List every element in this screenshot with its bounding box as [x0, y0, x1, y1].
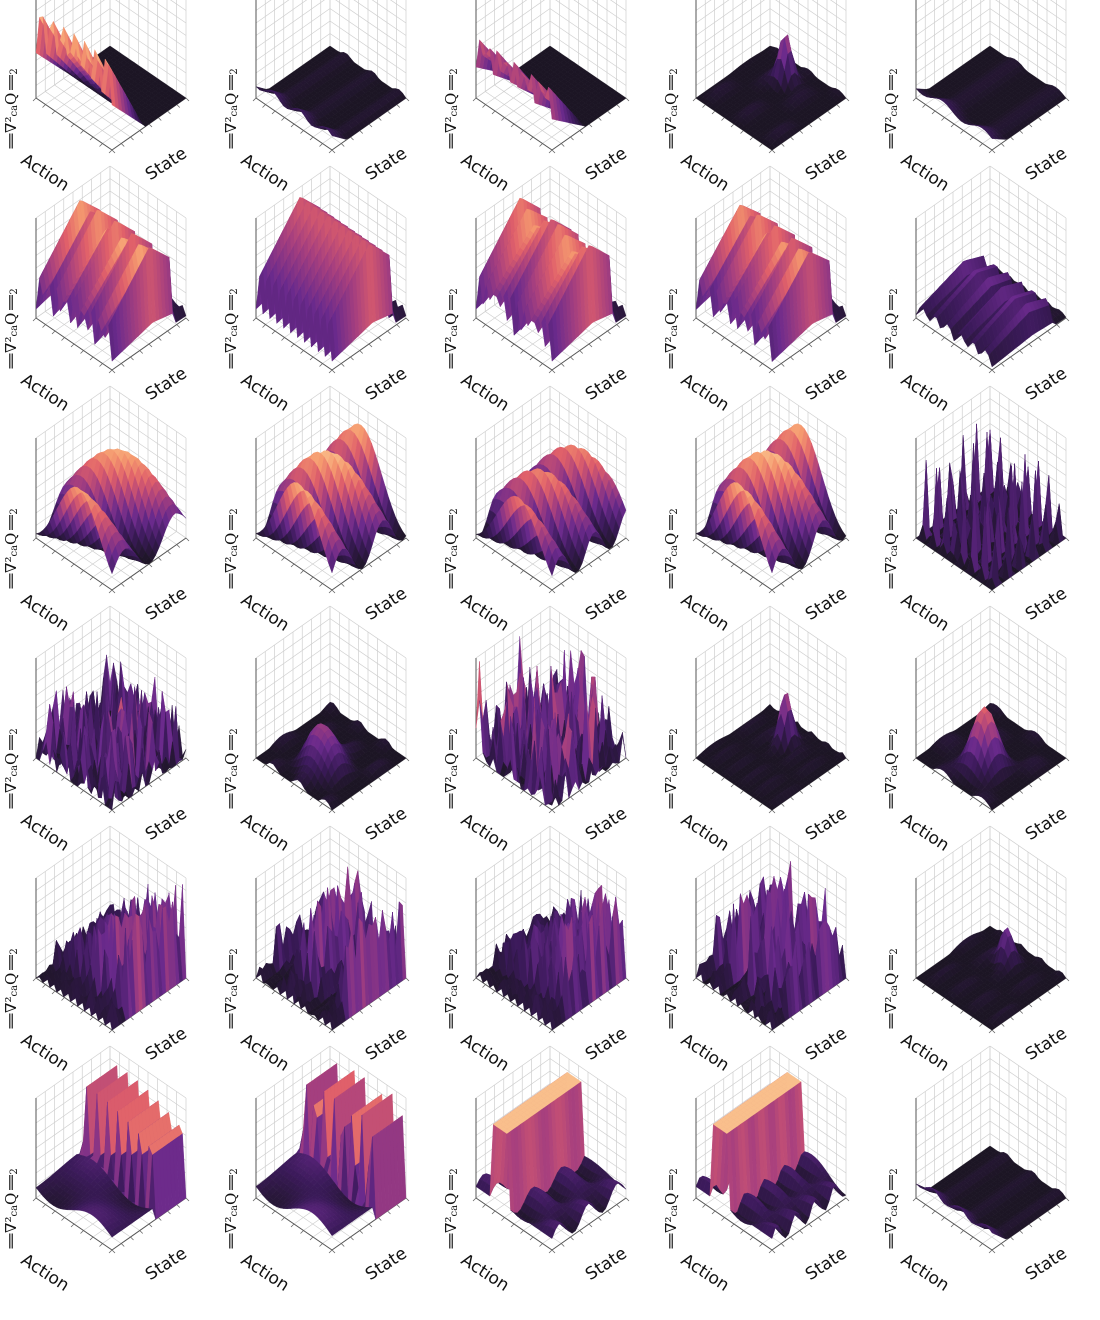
z-axis-label: ‖∇²caQ‖2	[662, 68, 680, 152]
axis-ticks	[32, 317, 190, 374]
axis-ticks	[252, 97, 410, 154]
surface-panel-r1-c4: ‖∇²caQ‖2 Action State	[880, 165, 1100, 440]
surface-panel-r2-c0: ‖∇²caQ‖2 Action State	[0, 385, 220, 660]
axis-ticks	[472, 317, 630, 374]
surface-svg	[32, 0, 190, 154]
axis-ticks	[912, 317, 1070, 374]
surface-panel-r0-c2: ‖∇²caQ‖2 Action State	[440, 0, 660, 220]
surface-mesh	[475, 197, 627, 362]
surface-mesh	[695, 34, 847, 151]
surface-cell	[768, 144, 776, 151]
surface-cell	[328, 130, 336, 137]
surface-cell	[108, 64, 116, 108]
surface-panel-r0-c1: ‖∇²caQ‖2 Action State	[220, 0, 440, 220]
axis-ticks	[32, 97, 190, 154]
surface-svg	[692, 0, 850, 154]
surface-svg	[912, 0, 1070, 154]
surface-svg	[32, 165, 190, 374]
z-axis-label: ‖∇²caQ‖2	[222, 288, 240, 372]
z-axis-label: ‖∇²caQ‖2	[662, 288, 680, 372]
axis-ticks	[912, 97, 1070, 154]
axis-ticks	[32, 537, 190, 594]
surface-mesh	[255, 45, 407, 140]
z-axis-label: ‖∇²caQ‖2	[442, 68, 460, 152]
surface-cell	[108, 318, 116, 362]
surface-mesh	[915, 255, 1067, 368]
z-axis-label: ‖∇²caQ‖2	[442, 288, 460, 372]
surface-mesh	[35, 16, 187, 127]
surface-svg	[252, 165, 410, 374]
surface-panel-r1-c1: ‖∇²caQ‖2 Action State	[220, 165, 440, 440]
surface-svg	[472, 0, 630, 154]
z-axis-label: ‖∇²caQ‖2	[2, 288, 20, 372]
surface-panel-r0-c3: ‖∇²caQ‖2 Action State	[660, 0, 880, 220]
surface-mesh	[695, 204, 847, 363]
surface-cell	[988, 134, 996, 140]
axis-ticks	[252, 317, 410, 374]
z-axis-label: ‖∇²caQ‖2	[2, 68, 20, 152]
axis-ticks	[692, 97, 850, 154]
surface-mesh	[255, 196, 407, 362]
axis-ticks	[692, 317, 850, 374]
surface-mesh	[35, 448, 187, 575]
z-axis-label: ‖∇²caQ‖2	[882, 288, 900, 372]
axis-ticks	[472, 97, 630, 154]
surface-cell	[988, 351, 996, 368]
z-axis-label: ‖∇²caQ‖2	[882, 68, 900, 152]
z-axis-label: ‖∇²caQ‖2	[222, 68, 240, 152]
surface-svg	[692, 165, 850, 374]
surface-mesh	[35, 199, 187, 362]
surface-panel-r0-c0: ‖∇²caQ‖2 Action State	[0, 0, 220, 220]
surface-cell	[768, 320, 776, 363]
surface-panel-r0-c4: ‖∇²caQ‖2 Action State	[880, 0, 1100, 220]
surface-mesh	[915, 45, 1067, 140]
surface-cell	[328, 316, 336, 362]
surface-cell	[548, 316, 556, 362]
surface-mesh	[475, 39, 627, 127]
surface-panel-r1-c2: ‖∇²caQ‖2 Action State	[440, 165, 660, 440]
surface-cell	[548, 86, 556, 121]
surface-svg	[912, 165, 1070, 374]
surface-svg	[252, 0, 410, 154]
surface-svg	[32, 385, 190, 594]
surface-panel-r1-c0: ‖∇²caQ‖2 Action State	[0, 165, 220, 440]
surface-panel-r1-c3: ‖∇²caQ‖2 Action State	[660, 165, 880, 440]
surface-svg	[472, 165, 630, 374]
